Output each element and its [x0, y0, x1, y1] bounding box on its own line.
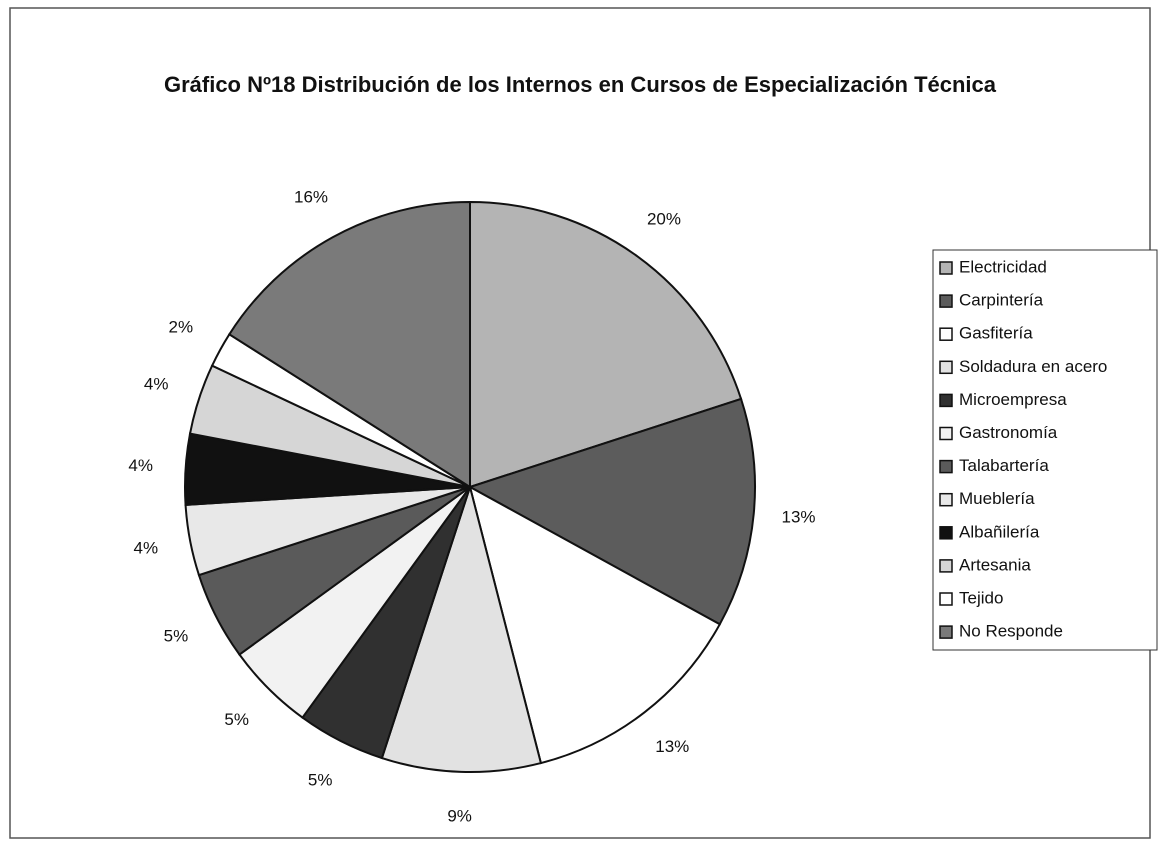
- slice-label: 13%: [782, 508, 816, 527]
- legend-swatch: [939, 459, 953, 474]
- legend-swatch: [939, 426, 953, 441]
- pie-slice: [468, 485, 722, 765]
- legend-box: [932, 249, 1158, 651]
- slice-label: 2%: [169, 318, 194, 337]
- legend-label: Talabartería: [959, 456, 1049, 475]
- legend-label: Carpintería: [959, 291, 1044, 310]
- legend-label: Tejido: [959, 588, 1003, 607]
- slice-label: 5%: [164, 626, 189, 645]
- legend-label: Soldadura en acero: [959, 357, 1107, 376]
- pie-slice: [227, 200, 471, 489]
- slice-label: 20%: [647, 210, 681, 229]
- legend-label: No Responde: [959, 622, 1063, 641]
- pie-slice: [467, 397, 756, 626]
- legend-swatch: [939, 294, 953, 308]
- pie-slice: [380, 483, 543, 773]
- legend-swatch: [939, 592, 953, 606]
- slice-label: 4%: [128, 456, 153, 475]
- legend-swatch: [939, 327, 953, 341]
- legend-swatch: [939, 559, 953, 573]
- slice-label: 5%: [308, 771, 333, 790]
- legend-swatch: [939, 360, 953, 375]
- slice-label: 4%: [144, 375, 169, 394]
- legend-label: Mueblería: [959, 489, 1035, 508]
- slice-label: 4%: [134, 538, 159, 557]
- slice-label: 16%: [294, 187, 328, 206]
- slice-label: 5%: [224, 710, 249, 729]
- legend-label: Gastronomía: [959, 423, 1058, 442]
- legend-swatch: [939, 261, 953, 275]
- legend-label: Microempresa: [959, 390, 1067, 409]
- pie-slice: [469, 200, 743, 489]
- legend-swatch: [939, 625, 953, 639]
- chart-title: Gráfico Nº18 Distribución de los Interno…: [163, 72, 997, 97]
- legend-swatch: [939, 526, 953, 540]
- legend-swatch: [939, 393, 953, 408]
- slice-label: 9%: [447, 806, 472, 825]
- legend-label: Electricidad: [959, 257, 1047, 276]
- legend-swatch: [939, 492, 953, 507]
- legend-label: Artesania: [959, 555, 1031, 574]
- slice-label: 13%: [655, 737, 689, 756]
- legend-label: Gasfitería: [959, 324, 1033, 343]
- legend-label: Albañilería: [959, 522, 1040, 541]
